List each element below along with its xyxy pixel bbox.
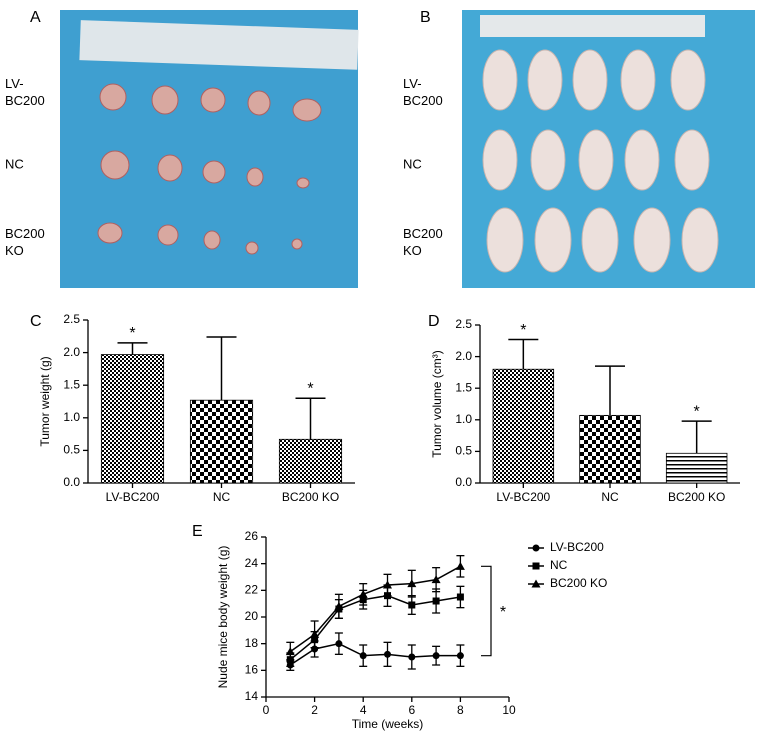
row-label: KO xyxy=(5,243,24,258)
significance: * xyxy=(694,403,700,420)
y-tick-label: 1.0 xyxy=(63,410,80,424)
panel-label: B xyxy=(420,9,431,26)
x-tick-label: LV-BC200 xyxy=(106,490,160,504)
panel-label: D xyxy=(428,313,440,330)
x-tick-label: BC200 KO xyxy=(282,490,339,504)
x-tick-label: LV-BC200 xyxy=(496,490,550,504)
bar xyxy=(100,354,165,484)
marker xyxy=(383,580,392,589)
y-tick-label: 16 xyxy=(245,663,259,677)
series-line xyxy=(289,594,461,661)
y-tick-label: 0.5 xyxy=(455,444,472,458)
row-label: LV- xyxy=(5,76,24,91)
bar xyxy=(492,368,555,484)
legend-marker xyxy=(532,562,540,570)
marker xyxy=(335,640,343,648)
y-tick-label: 1.0 xyxy=(455,412,472,426)
marker xyxy=(456,593,464,601)
y-tick-label: 2.5 xyxy=(455,317,472,331)
marker xyxy=(456,652,464,660)
x-tick-label: 8 xyxy=(457,703,464,717)
y-tick-label: 1.5 xyxy=(63,377,80,391)
legend-label: BC200 KO xyxy=(550,576,607,590)
series-line xyxy=(289,642,461,666)
row-label: BC200 xyxy=(403,93,443,108)
series-line xyxy=(289,565,461,653)
row-label: LV- xyxy=(403,76,422,91)
marker xyxy=(359,652,367,660)
significance: * xyxy=(500,604,506,621)
x-tick-label: 10 xyxy=(502,703,516,717)
legend-marker xyxy=(532,544,540,552)
y-tick-label: 14 xyxy=(245,689,259,703)
significance: * xyxy=(129,325,135,342)
y-tick-label: 0.5 xyxy=(63,443,80,457)
significance: * xyxy=(307,380,313,397)
x-tick-label: 2 xyxy=(311,703,318,717)
row-label: NC xyxy=(5,156,24,171)
y-tick-label: 24 xyxy=(245,556,259,570)
x-tick-label: 0 xyxy=(263,703,270,717)
marker xyxy=(455,561,465,570)
y-tick-label: 2.0 xyxy=(455,349,472,363)
photo-a xyxy=(60,10,359,288)
panel-label: E xyxy=(192,523,203,540)
photo-b xyxy=(462,10,755,288)
legend-label: LV-BC200 xyxy=(550,540,604,554)
y-axis-label: Nude mice body weight (g) xyxy=(216,546,230,689)
y-axis-label: Tumor weight (g) xyxy=(38,356,52,446)
x-axis-label: Time (weeks) xyxy=(352,717,424,731)
panel-label: C xyxy=(30,313,42,330)
marker xyxy=(334,601,344,610)
y-tick-label: 22 xyxy=(245,583,259,597)
marker xyxy=(384,650,391,658)
row-label: BC200 xyxy=(403,226,443,241)
x-tick-label: NC xyxy=(213,490,231,504)
marker xyxy=(408,601,416,609)
marker xyxy=(432,597,440,605)
row-label: BC200 xyxy=(5,93,45,108)
significance-bracket xyxy=(481,565,492,657)
bar xyxy=(189,399,254,484)
marker xyxy=(310,629,320,638)
y-tick-label: 0.0 xyxy=(455,475,472,489)
y-tick-label: 18 xyxy=(245,636,259,650)
legend-label: NC xyxy=(550,558,568,572)
y-tick-label: 20 xyxy=(245,609,259,623)
y-axis-label: Tumor volume (cm³) xyxy=(430,350,444,458)
marker xyxy=(431,575,441,584)
y-tick-label: 0.0 xyxy=(63,475,80,489)
x-tick-label: BC200 KO xyxy=(668,490,725,504)
bar xyxy=(278,438,343,484)
row-label: BC200 xyxy=(5,226,45,241)
legend-marker xyxy=(531,579,541,588)
panel-label: A xyxy=(30,9,41,26)
y-tick-label: 2.5 xyxy=(63,312,80,326)
bar xyxy=(665,452,728,484)
marker xyxy=(432,652,440,660)
significance: * xyxy=(520,322,526,339)
y-tick-label: 2.0 xyxy=(63,345,80,359)
y-tick-label: 1.5 xyxy=(455,380,472,394)
x-tick-label: 4 xyxy=(360,703,367,717)
marker xyxy=(285,647,295,656)
bar xyxy=(579,414,641,484)
marker xyxy=(408,653,416,661)
x-tick-label: NC xyxy=(601,490,619,504)
row-label: KO xyxy=(403,243,422,258)
marker xyxy=(358,589,368,598)
x-tick-label: 6 xyxy=(408,703,415,717)
marker xyxy=(407,579,417,588)
y-tick-label: 26 xyxy=(245,529,259,543)
row-label: NC xyxy=(403,156,422,171)
